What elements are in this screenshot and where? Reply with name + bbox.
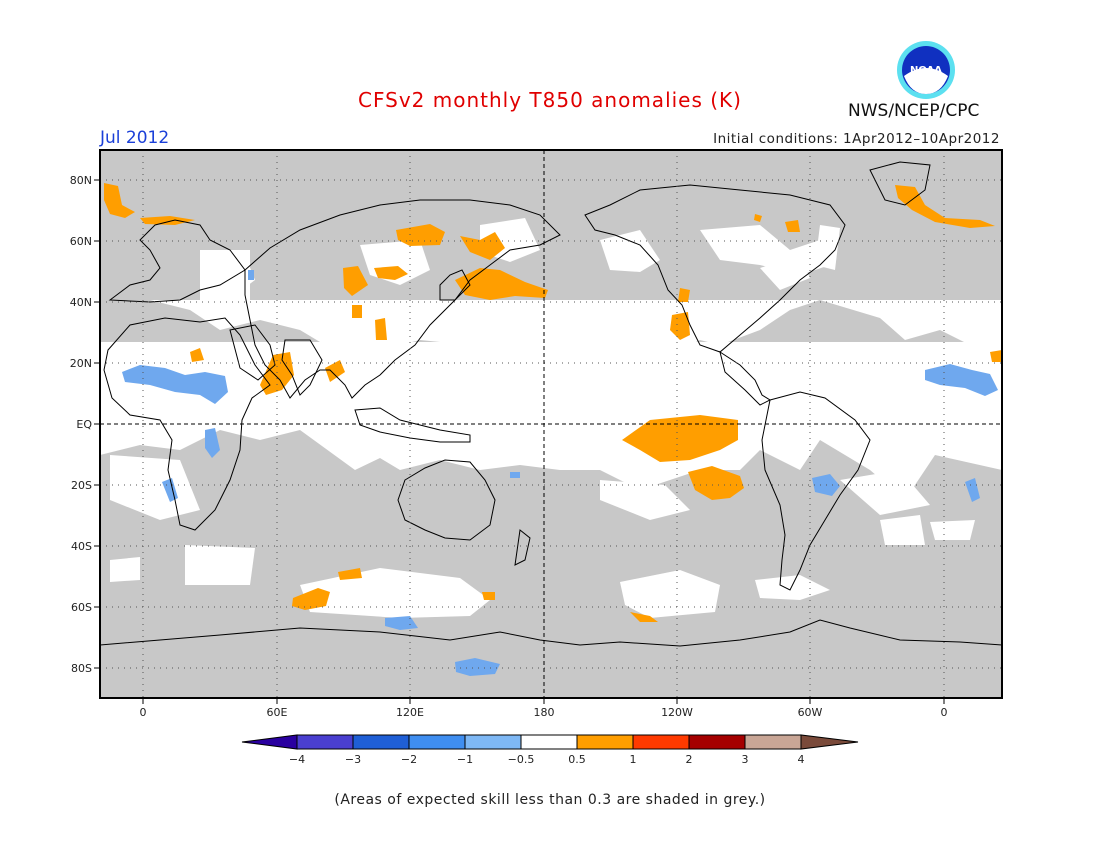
lon-label: 60W [798, 706, 823, 719]
legend-label: 0.5 [568, 753, 586, 766]
legend-swatch [408, 734, 466, 750]
lat-label: 20N [70, 357, 92, 370]
lat-axis [94, 179, 100, 669]
legend-swatch [688, 734, 746, 750]
legend-swatch [800, 734, 859, 750]
chart-title: CFSv2 monthly T850 anomalies (K) [358, 88, 742, 112]
legend-swatch [576, 734, 634, 750]
lat-label: 60N [70, 235, 92, 248]
lat-label: 20S [71, 479, 92, 492]
coastlines [100, 161, 1002, 647]
skillful-regions [100, 218, 1002, 618]
legend-swatch [296, 734, 354, 750]
lon-axis [142, 698, 945, 704]
anomaly-map: 80N 60N 40N 20N EQ 20S 40S 60S 80S 0 60E… [70, 149, 1003, 766]
negative-anomaly-regions [122, 270, 998, 676]
legend-swatch [632, 734, 690, 750]
legend-label: −3 [345, 753, 361, 766]
lat-label: 80N [70, 174, 92, 187]
legend-label: 3 [742, 753, 749, 766]
lat-label: 60S [71, 601, 92, 614]
legend-swatch [464, 734, 522, 750]
legend-swatch [241, 734, 298, 750]
agency-label: NWS/NCEP/CPC [848, 101, 980, 121]
skill-footnote: (Areas of expected skill less than 0.3 a… [334, 792, 766, 808]
svg-text:NOAA: NOAA [910, 65, 942, 76]
equator-dateline [100, 150, 1002, 698]
lon-label: 120W [661, 706, 693, 719]
lon-label: 0 [140, 706, 147, 719]
lat-label: 40N [70, 296, 92, 309]
noaa-logo-icon: NOAA [897, 41, 955, 99]
legend-label: −1 [457, 753, 473, 766]
legend-label: −4 [289, 753, 305, 766]
positive-anomaly-regions [104, 183, 1002, 622]
legend-swatch [744, 734, 802, 750]
legend-label: −2 [401, 753, 417, 766]
lat-label: 40S [71, 540, 92, 553]
color-legend [241, 734, 859, 750]
forecast-month: Jul 2012 [100, 128, 170, 148]
legend-label: 1 [630, 753, 637, 766]
legend-swatch [520, 734, 578, 750]
lat-label: EQ [76, 418, 92, 431]
legend-label: −0.5 [508, 753, 535, 766]
graticule [100, 150, 1002, 698]
initial-conditions: Initial conditions: 1Apr2012–10Apr2012 [713, 131, 1000, 147]
lon-label: 120E [396, 706, 424, 719]
lon-label: 60E [267, 706, 288, 719]
lat-label: 80S [71, 662, 92, 675]
lon-label: 0 [941, 706, 948, 719]
legend-label: 2 [686, 753, 693, 766]
legend-label: 4 [798, 753, 805, 766]
legend-swatch [352, 734, 410, 750]
lon-label: 180 [534, 706, 555, 719]
